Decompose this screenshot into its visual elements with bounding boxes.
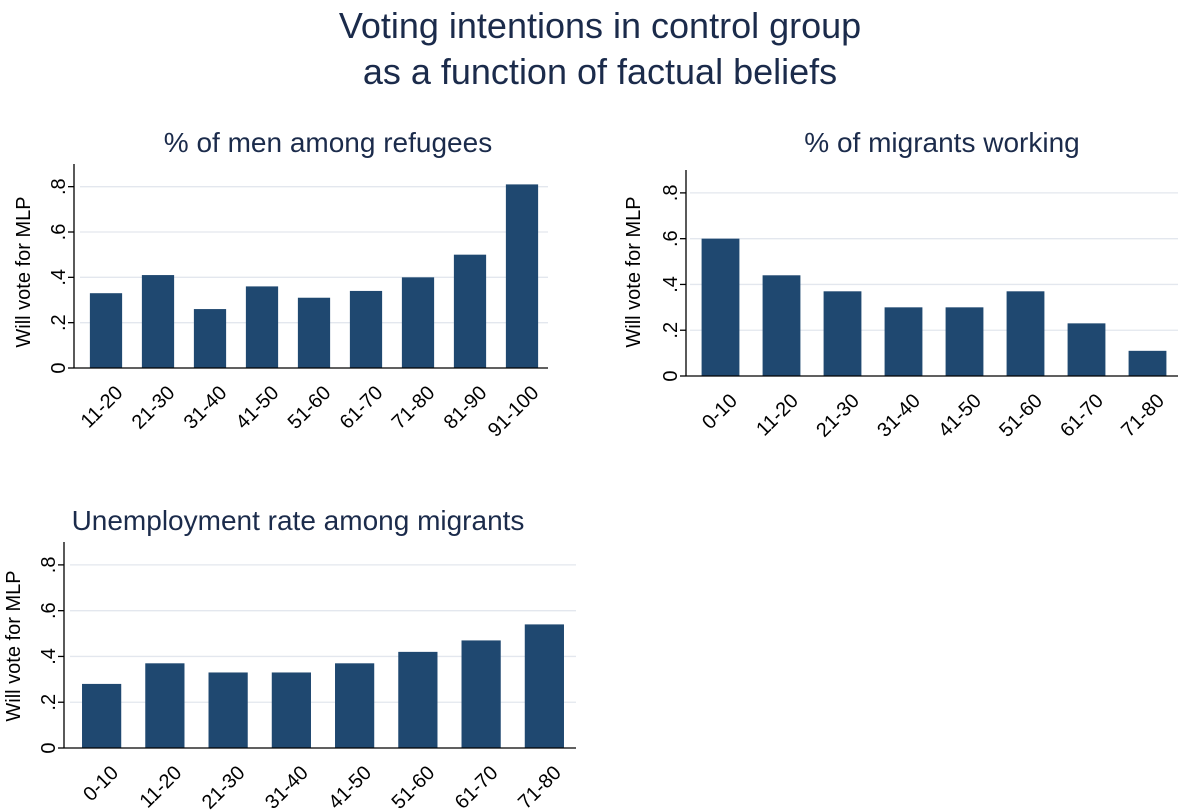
x-tick-label: 51-60 xyxy=(995,390,1047,442)
bar xyxy=(82,683,122,748)
bar xyxy=(335,663,375,748)
x-tick-label: 71-80 xyxy=(1117,390,1169,442)
bar xyxy=(453,254,487,368)
x-tick-label: 91-100 xyxy=(484,382,544,442)
bar xyxy=(823,291,862,376)
panel-men-among-refugees: % of men among refugees Will vote for ML… xyxy=(13,127,548,441)
y-axis-label: Will vote for MLP xyxy=(3,570,25,721)
x-tick-label: 31-40 xyxy=(261,762,313,811)
bar xyxy=(245,286,279,368)
y-tick-label: 0 xyxy=(660,370,682,381)
x-tick-label: 0-10 xyxy=(698,390,742,434)
x-tick-label: 71-80 xyxy=(514,762,566,811)
y-tick-label: .4 xyxy=(48,269,70,286)
bar xyxy=(1067,323,1106,376)
plot-area: 0 .2 .4 .6 .8 11-20 21-30 31-40 41-50 51-60 61-70 7… xyxy=(48,164,548,441)
plot-area: 0 .2 .4 .6 .8 0-10 11-20 21-30 31-40 41-50 51-60 61… xyxy=(38,542,576,811)
bar xyxy=(1006,291,1045,376)
bar xyxy=(1128,350,1167,376)
main-title-line-1: Voting intentions in control group xyxy=(339,5,861,46)
x-tick-label: 61-70 xyxy=(1056,390,1108,442)
main-title-line-2: as a function of factual beliefs xyxy=(363,51,837,92)
y-tick-label: .6 xyxy=(38,602,60,619)
bar xyxy=(145,663,185,748)
x-tick-label: 41-50 xyxy=(232,382,284,434)
y-tick-label: .8 xyxy=(48,178,70,195)
panel-title: % of migrants working xyxy=(804,127,1079,158)
x-tick-label: 51-60 xyxy=(388,762,440,811)
x-tick-label: 31-40 xyxy=(180,382,232,434)
y-tick-label: .2 xyxy=(48,314,70,331)
panel-migrants-working: % of migrants working Will vote for MLP … xyxy=(623,127,1178,442)
y-tick-label: .4 xyxy=(660,276,682,293)
bar xyxy=(208,672,248,748)
x-tick-label: 41-50 xyxy=(934,390,986,442)
x-tick-label: 11-20 xyxy=(136,762,187,811)
bar xyxy=(141,275,175,368)
y-tick-label: .8 xyxy=(660,185,682,202)
x-tick-label: 51-60 xyxy=(284,382,336,434)
y-tick-label: 0 xyxy=(38,742,60,753)
y-tick-label: .4 xyxy=(38,648,60,665)
plot-area: 0 .2 .4 .6 .8 0-10 11-20 21-30 31-40 41-50 51-60 61… xyxy=(660,170,1178,442)
panel-unemployment-among-migrants: Unemployment rate among migrants Will vo… xyxy=(3,505,576,811)
bar xyxy=(401,277,435,368)
y-tick-label: .2 xyxy=(38,694,60,711)
bar xyxy=(193,309,227,368)
panel-title: Unemployment rate among migrants xyxy=(72,505,525,536)
y-tick-label: .6 xyxy=(48,224,70,241)
bar xyxy=(398,651,438,748)
x-tick-label: 21-30 xyxy=(812,390,864,442)
x-tick-label: 21-30 xyxy=(128,382,180,434)
y-tick-label: .2 xyxy=(660,322,682,339)
x-tick-label: 11-20 xyxy=(752,390,803,441)
bar xyxy=(524,624,564,748)
bar xyxy=(297,297,331,368)
y-axis-label: Will vote for MLP xyxy=(13,196,35,347)
x-tick-label: 11-20 xyxy=(77,382,128,433)
x-tick-label: 21-30 xyxy=(198,762,250,811)
x-tick-label: 61-70 xyxy=(336,382,388,434)
x-tick-label: 31-40 xyxy=(873,390,925,442)
y-tick-label: .6 xyxy=(660,230,682,247)
bar xyxy=(89,293,123,368)
bar xyxy=(884,307,923,376)
x-tick-label: 71-80 xyxy=(388,382,440,434)
y-tick-label: .8 xyxy=(38,557,60,574)
panel-title: % of men among refugees xyxy=(164,127,492,158)
bar xyxy=(701,238,740,376)
bar xyxy=(349,290,383,368)
bar xyxy=(505,184,539,368)
bar xyxy=(762,275,801,376)
bar xyxy=(271,672,311,748)
y-tick-label: 0 xyxy=(48,362,70,373)
x-tick-label: 0-10 xyxy=(79,762,123,806)
bar xyxy=(945,307,984,376)
y-axis-label: Will vote for MLP xyxy=(623,196,645,347)
x-tick-label: 61-70 xyxy=(451,762,503,811)
bar xyxy=(461,640,501,748)
x-tick-label: 41-50 xyxy=(324,762,376,811)
